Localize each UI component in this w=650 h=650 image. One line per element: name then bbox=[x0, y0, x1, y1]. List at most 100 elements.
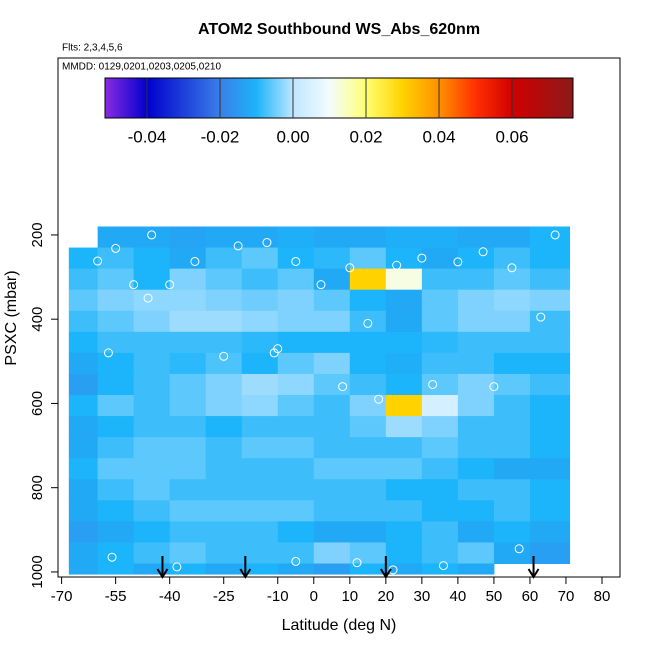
cell bbox=[68, 247, 99, 270]
cell bbox=[97, 268, 135, 291]
cell bbox=[277, 310, 315, 333]
cell bbox=[529, 521, 571, 543]
sample-point bbox=[453, 257, 463, 267]
cell bbox=[349, 542, 387, 565]
x-tick-label: -70 bbox=[51, 588, 73, 605]
cell bbox=[241, 458, 279, 480]
cell bbox=[457, 331, 495, 354]
cell bbox=[97, 437, 135, 459]
cell bbox=[277, 352, 315, 375]
cell bbox=[313, 458, 351, 480]
colorbar-segment bbox=[512, 78, 574, 118]
cell bbox=[349, 479, 387, 501]
cell bbox=[205, 226, 243, 249]
sample-point bbox=[388, 565, 398, 575]
x-tick-label: 40 bbox=[450, 588, 467, 605]
sample-point bbox=[190, 256, 200, 266]
cell bbox=[133, 542, 171, 565]
cell bbox=[529, 500, 571, 522]
cell bbox=[277, 268, 315, 291]
cell bbox=[133, 352, 171, 375]
cell bbox=[385, 395, 423, 417]
cell bbox=[313, 268, 351, 291]
x-tick-label: 30 bbox=[414, 588, 431, 605]
sample-point bbox=[107, 552, 117, 562]
cell bbox=[493, 373, 531, 396]
cell bbox=[313, 247, 351, 270]
x-tick-label: 60 bbox=[522, 588, 539, 605]
cell bbox=[457, 416, 495, 438]
sample-point bbox=[219, 351, 229, 361]
cell bbox=[493, 289, 531, 312]
sample-point bbox=[374, 394, 384, 404]
cell bbox=[133, 247, 171, 270]
sample-point bbox=[273, 344, 283, 354]
cell bbox=[529, 331, 571, 354]
cell bbox=[493, 416, 531, 438]
heatmap bbox=[68, 226, 571, 575]
cell bbox=[421, 542, 459, 565]
sample-point bbox=[143, 293, 153, 303]
cell bbox=[313, 395, 351, 417]
cell bbox=[277, 542, 315, 565]
cell bbox=[241, 500, 279, 522]
cell bbox=[493, 226, 531, 249]
cell bbox=[529, 352, 571, 375]
cell bbox=[133, 226, 171, 249]
cell bbox=[97, 289, 135, 312]
y-tick-label: 1000 bbox=[29, 555, 46, 588]
cell bbox=[241, 310, 279, 333]
cell bbox=[169, 563, 207, 575]
cell bbox=[421, 331, 459, 354]
cell bbox=[169, 310, 207, 333]
cell bbox=[68, 563, 99, 575]
cell bbox=[205, 500, 243, 522]
cell bbox=[68, 268, 99, 291]
cell bbox=[349, 458, 387, 480]
cell bbox=[68, 331, 99, 354]
cell bbox=[313, 521, 351, 543]
cell bbox=[169, 226, 207, 249]
cell bbox=[241, 226, 279, 249]
cell bbox=[385, 458, 423, 480]
sample-point bbox=[93, 256, 103, 266]
sample-point bbox=[514, 544, 524, 554]
note: MMDD: 0129,0201,0203,0205,0210 bbox=[62, 62, 221, 73]
cell bbox=[529, 247, 571, 270]
colorbar-tick-label: 0.00 bbox=[276, 127, 309, 146]
cell bbox=[133, 289, 171, 312]
cell bbox=[97, 542, 135, 565]
cell bbox=[457, 563, 495, 575]
cell bbox=[68, 437, 99, 459]
cell bbox=[68, 542, 99, 565]
cell bbox=[133, 521, 171, 543]
cell bbox=[313, 310, 351, 333]
cell bbox=[169, 268, 207, 291]
cell bbox=[529, 289, 571, 312]
sample-point bbox=[345, 263, 355, 273]
cell bbox=[97, 373, 135, 396]
cell bbox=[68, 521, 99, 543]
cell bbox=[313, 542, 351, 565]
cell bbox=[241, 331, 279, 354]
cell bbox=[97, 416, 135, 438]
cell bbox=[493, 352, 531, 375]
cell bbox=[457, 289, 495, 312]
sample-point bbox=[438, 561, 448, 571]
cell bbox=[68, 479, 99, 501]
cell bbox=[313, 373, 351, 396]
colorbar-tick-label: 0.02 bbox=[349, 127, 382, 146]
cell bbox=[385, 268, 423, 291]
sample-point bbox=[478, 247, 488, 257]
cell bbox=[241, 268, 279, 291]
cell bbox=[349, 289, 387, 312]
cell bbox=[205, 521, 243, 543]
cell bbox=[169, 521, 207, 543]
cell bbox=[205, 331, 243, 354]
cell bbox=[493, 500, 531, 522]
sample-point bbox=[338, 382, 348, 392]
cell bbox=[169, 247, 207, 270]
cell bbox=[457, 500, 495, 522]
cell bbox=[68, 395, 99, 417]
